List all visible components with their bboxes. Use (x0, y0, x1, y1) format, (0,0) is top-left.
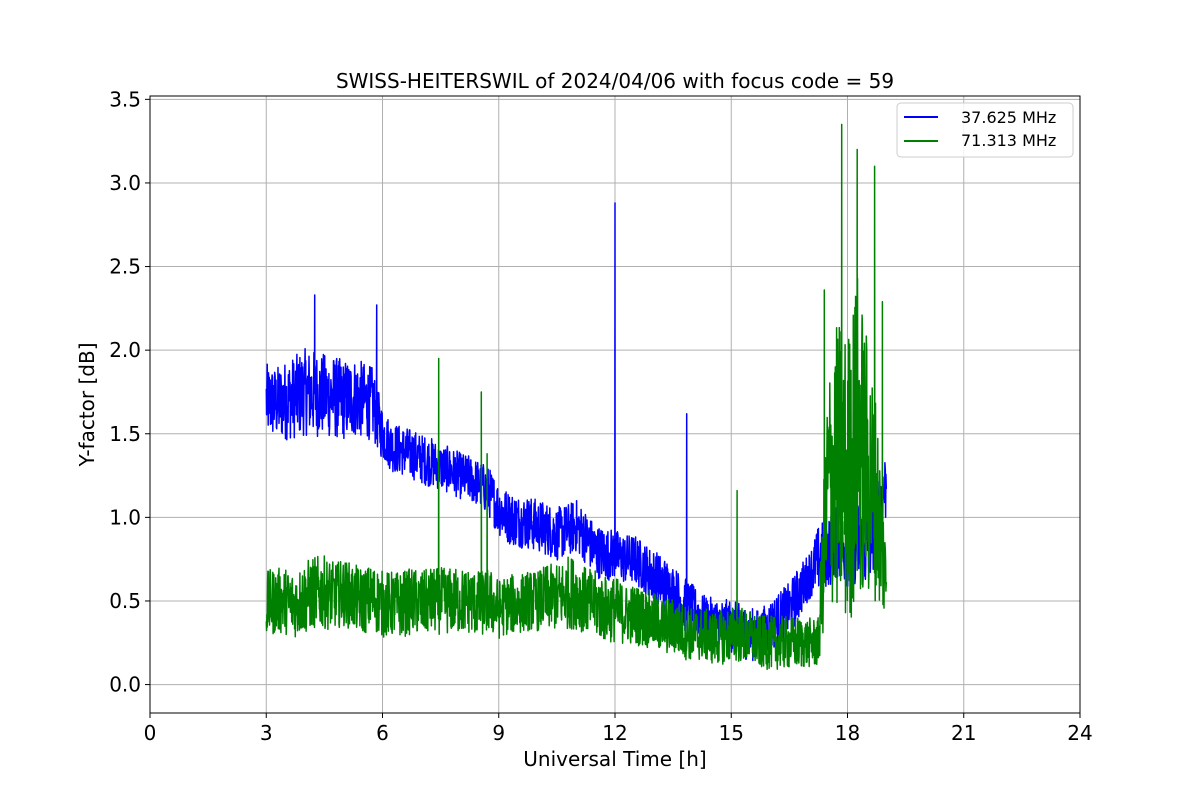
x-tick-label: 0 (144, 721, 157, 745)
y-tick-label: 3.5 (109, 87, 141, 111)
legend: 37.625 MHz 71.313 MHz (896, 102, 1074, 158)
y-tick-label: 0.0 (109, 673, 141, 697)
legend-label-71-313-mhz: 71.313 MHz (961, 131, 1056, 150)
series-line-0 (265, 202, 888, 662)
x-axis-label: Universal Time [h] (523, 747, 706, 771)
x-tick-label: 24 (1067, 721, 1092, 745)
x-tick-label: 21 (951, 721, 976, 745)
series-layer (265, 123, 888, 671)
x-tick-label: 18 (835, 721, 860, 745)
x-tick-label: 9 (492, 721, 505, 745)
x-tick-label: 6 (376, 721, 389, 745)
axis-ticks: 0 3 6 9 12 15 18 21 24 0.0 0.5 1.0 1.5 2.0 2.5 3.0 3.5 (109, 87, 1093, 745)
legend-box (896, 102, 1074, 158)
x-tick-label: 15 (719, 721, 744, 745)
y-tick-label: 3.0 (109, 171, 141, 195)
chart-title: SWISS-HEITERSWIL of 2024/04/06 with focu… (336, 69, 894, 93)
x-tick-label: 12 (602, 721, 627, 745)
series-line-1 (265, 123, 888, 671)
y-tick-label: 0.5 (109, 589, 141, 613)
y-axis-label: Y-factor [dB] (75, 342, 99, 467)
y-tick-label: 2.0 (109, 338, 141, 362)
legend-label-37-625-mhz: 37.625 MHz (961, 108, 1056, 127)
x-tick-label: 3 (260, 721, 273, 745)
y-tick-label: 1.5 (109, 422, 141, 446)
y-tick-label: 2.5 (109, 255, 141, 279)
y-tick-label: 1.0 (109, 505, 141, 529)
